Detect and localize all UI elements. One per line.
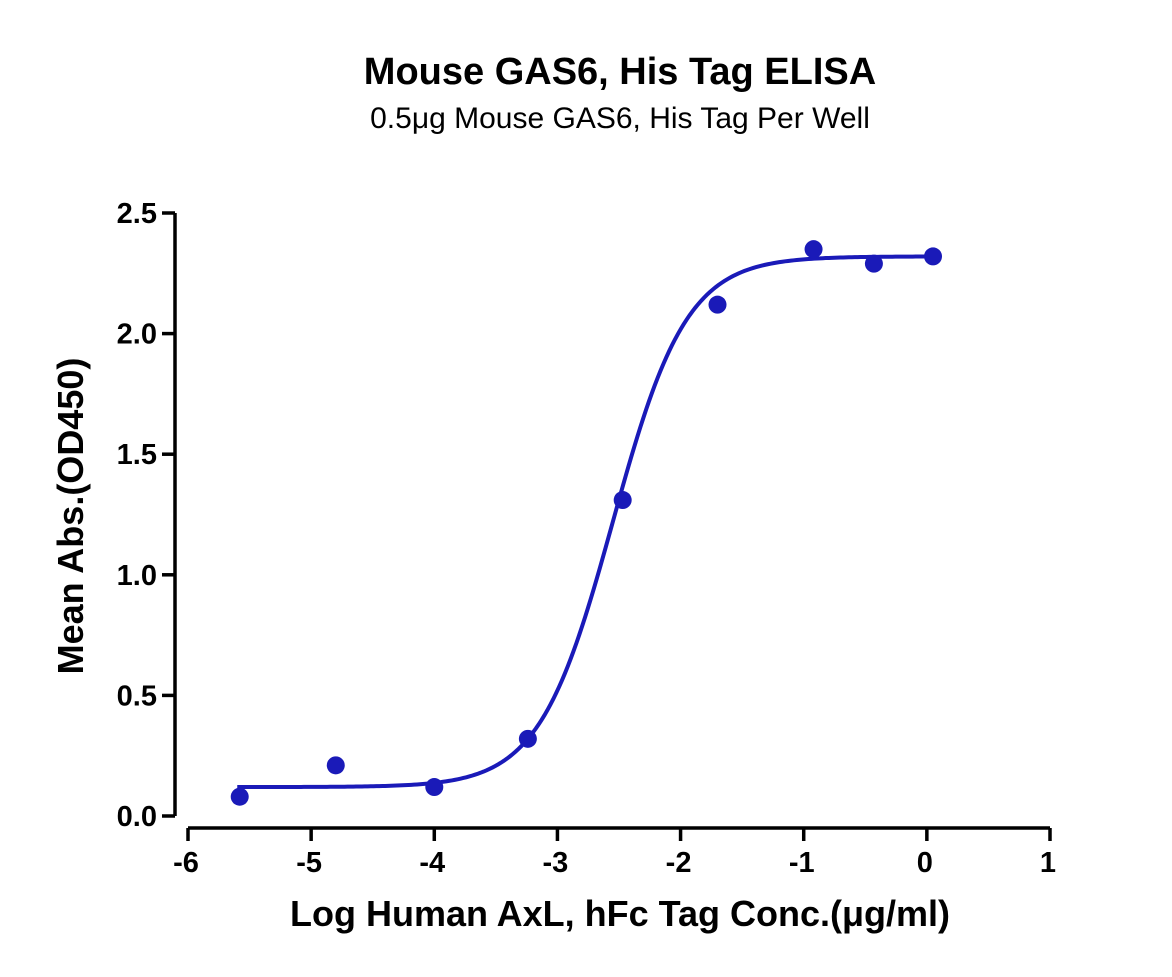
x-tick-label: -6 bbox=[173, 847, 199, 879]
data-point bbox=[613, 491, 632, 510]
y-axis: 0.0 0.5 1.0 1.5 2.0 2.5 bbox=[117, 198, 177, 833]
x-axis-title: Log Human AxL, hFc Tag Conc.(μg/ml) bbox=[290, 893, 950, 934]
data-point bbox=[518, 729, 537, 748]
y-tick-label: 0.0 bbox=[117, 801, 157, 833]
data-point bbox=[230, 787, 249, 806]
x-tick-label: -3 bbox=[543, 847, 569, 879]
x-tick-label: -2 bbox=[666, 847, 692, 879]
y-axis-title: Mean Abs.(OD450) bbox=[50, 358, 91, 675]
x-tick-label: 1 bbox=[1040, 847, 1056, 879]
y-tick-label: 2.5 bbox=[117, 198, 157, 230]
chart-title: Mouse GAS6, His Tag ELISA bbox=[364, 51, 876, 93]
y-tick-label: 2.0 bbox=[117, 319, 157, 351]
x-tick-label: -4 bbox=[419, 847, 445, 879]
chart-subtitle: 0.5μg Mouse GAS6, His Tag Per Well bbox=[370, 102, 870, 135]
x-axis: -6 -5 -4 -3 -2 -1 0 1 bbox=[173, 826, 1056, 879]
data-point bbox=[804, 240, 823, 259]
data-point bbox=[708, 295, 727, 314]
data-points bbox=[230, 240, 943, 806]
y-tick-label: 0.5 bbox=[117, 680, 157, 712]
y-tick-label: 1.0 bbox=[117, 560, 157, 592]
fit-curve bbox=[237, 254, 934, 790]
data-point bbox=[425, 778, 444, 797]
x-tick-label: 0 bbox=[917, 847, 933, 879]
data-point bbox=[864, 254, 883, 273]
data-point bbox=[326, 756, 345, 775]
data-point bbox=[924, 247, 943, 266]
y-tick-label: 1.5 bbox=[117, 439, 157, 471]
x-tick-label: -1 bbox=[789, 847, 815, 879]
x-tick-label: -5 bbox=[296, 847, 322, 879]
